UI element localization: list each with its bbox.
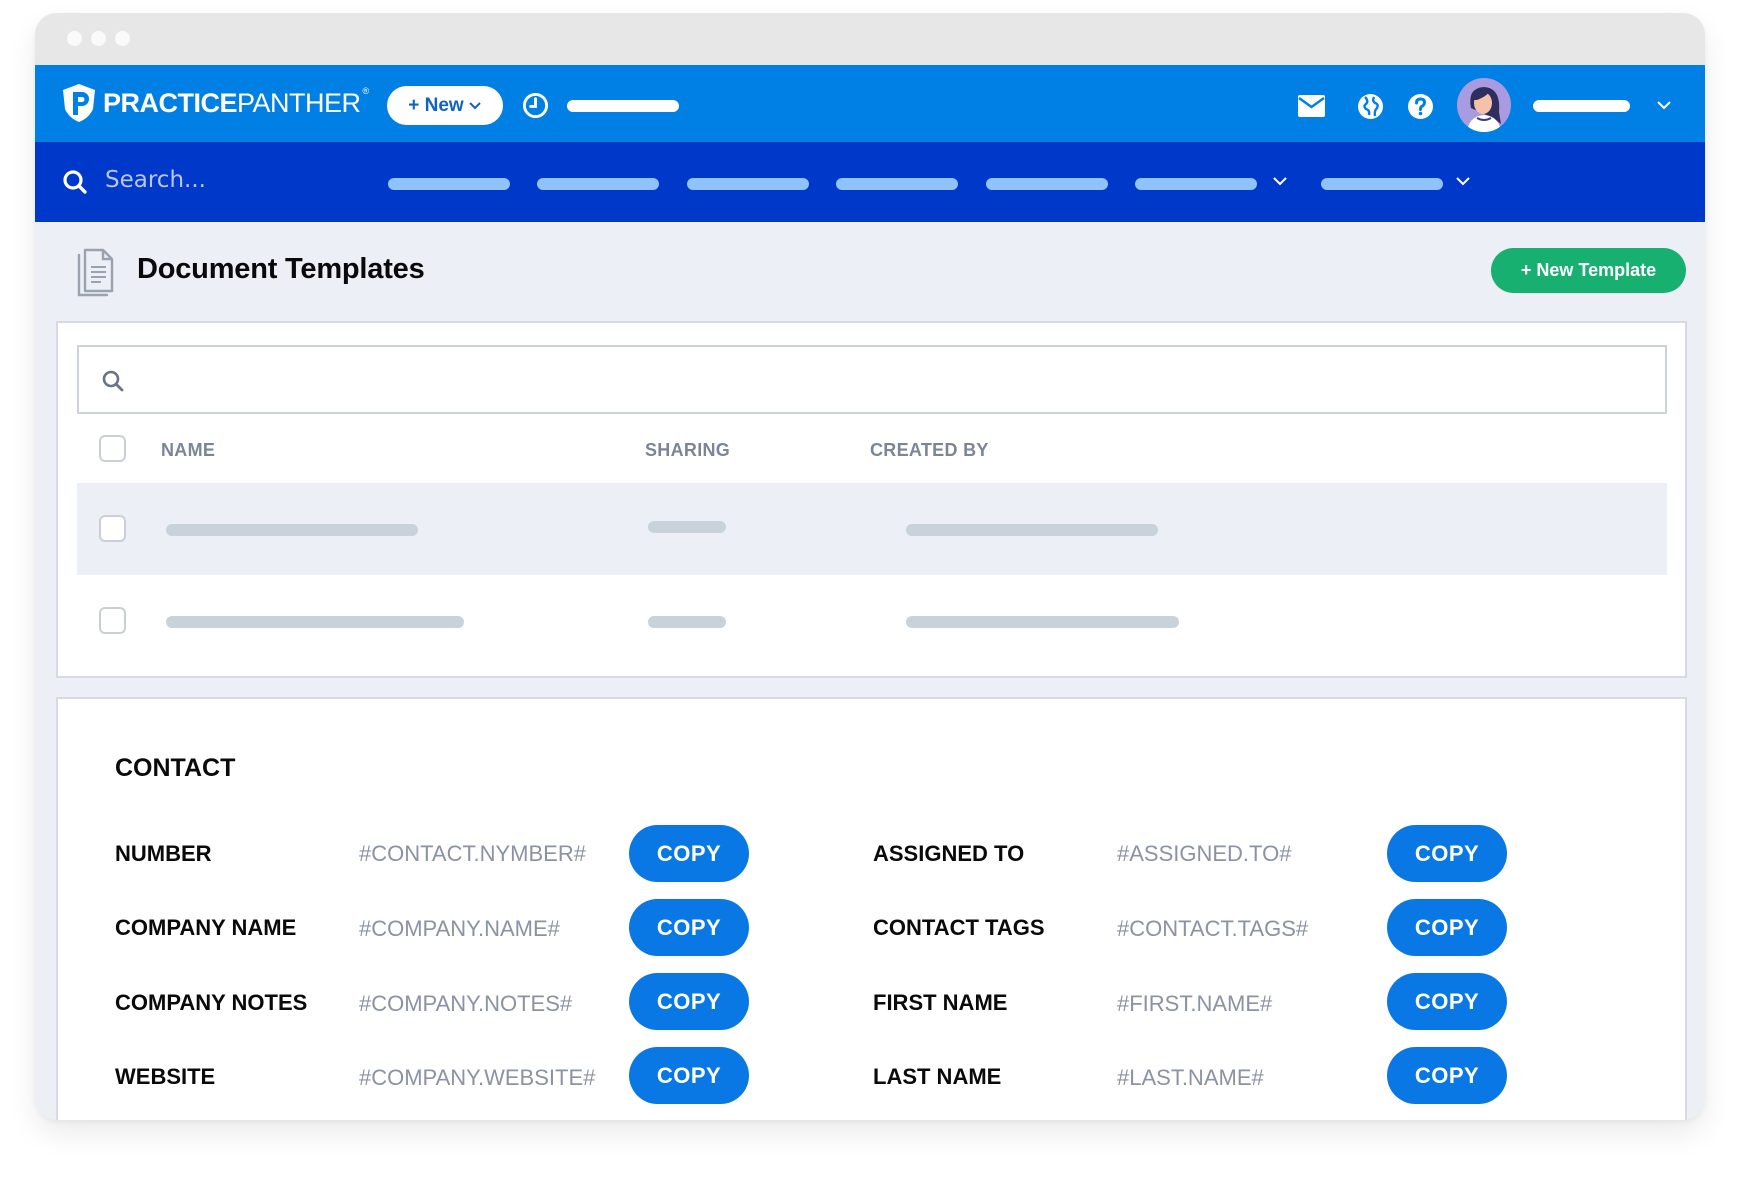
select-all-checkbox[interactable]: [99, 435, 126, 462]
field-tag: #COMPANY.WEBSITE#: [359, 1065, 596, 1090]
window-chrome: [35, 13, 1705, 65]
top-nav: PRACTICEPANTHER ® + New: [35, 65, 1705, 142]
search-icon: [102, 370, 124, 392]
main-nav: Search...: [35, 142, 1705, 222]
copy-button[interactable]: COPY: [1387, 1047, 1507, 1104]
avatar[interactable]: [1457, 78, 1511, 132]
nav-item[interactable]: [388, 178, 510, 190]
chevron-down-icon: [469, 101, 481, 109]
browser-window: PRACTICEPANTHER ® + New: [35, 13, 1705, 1120]
field-label: ASSIGNED TO: [873, 841, 1025, 866]
help-icon: [1407, 93, 1433, 119]
new-button[interactable]: + New: [387, 86, 503, 125]
copy-button[interactable]: COPY: [629, 899, 749, 956]
row-checkbox[interactable]: [99, 607, 126, 634]
window-dot: [67, 31, 82, 46]
nav-item[interactable]: [836, 178, 958, 190]
template-search-box[interactable]: [77, 345, 1667, 414]
globe-icon: [1357, 93, 1383, 119]
nav-item-dropdown[interactable]: [1135, 178, 1257, 190]
field-tag: #FIRST.NAME#: [1117, 991, 1273, 1016]
document-icon: [77, 248, 114, 297]
field-label: FIRST NAME: [873, 990, 1008, 1015]
templates-card: NAME SHARING CREATED BY: [56, 321, 1687, 678]
column-header-sharing[interactable]: SHARING: [645, 440, 731, 460]
clock-icon[interactable]: [522, 92, 549, 119]
user-name-placeholder: [1533, 100, 1630, 112]
copy-button[interactable]: COPY: [1387, 825, 1507, 882]
field-tag: #ASSIGNED.TO#: [1117, 841, 1292, 866]
field-tag: #COMPANY.NOTES#: [359, 991, 573, 1016]
globe-button[interactable]: [1356, 92, 1384, 120]
field-tag: #COMPANY.NAME#: [359, 916, 560, 941]
panther-shield-icon: [63, 84, 95, 122]
mail-icon: [1297, 95, 1325, 117]
row-checkbox[interactable]: [99, 515, 126, 542]
new-button-label: + New: [408, 94, 464, 116]
new-template-button[interactable]: + New Template: [1491, 248, 1686, 293]
window-dot: [91, 31, 106, 46]
field-label: CONTACT TAGS: [873, 915, 1045, 940]
nav-item[interactable]: [537, 178, 659, 190]
field-label: COMPANY NAME: [115, 915, 297, 940]
created-by-placeholder: [906, 524, 1158, 536]
name-placeholder: [166, 524, 418, 536]
column-header-created-by[interactable]: CREATED BY: [870, 440, 989, 460]
section-title: CONTACT: [115, 754, 236, 782]
copy-button[interactable]: COPY: [629, 1047, 749, 1104]
column-header-name[interactable]: NAME: [161, 440, 216, 460]
chevron-down-icon[interactable]: [1454, 172, 1472, 190]
copy-button[interactable]: COPY: [629, 825, 749, 882]
template-search-input[interactable]: [139, 347, 1639, 412]
mail-button[interactable]: [1297, 92, 1325, 120]
nav-item[interactable]: [986, 178, 1108, 190]
field-label: COMPANY NOTES: [115, 990, 308, 1015]
help-button[interactable]: [1406, 92, 1434, 120]
global-search-input[interactable]: Search...: [105, 167, 206, 193]
sharing-placeholder: [648, 521, 726, 533]
window-dot: [115, 31, 130, 46]
name-placeholder: [166, 616, 464, 628]
field-label: LAST NAME: [873, 1064, 1002, 1089]
nav-item-dropdown[interactable]: [1321, 178, 1443, 190]
created-by-placeholder: [906, 616, 1179, 628]
search-icon[interactable]: [62, 169, 88, 195]
field-tag: #LAST.NAME#: [1117, 1065, 1264, 1090]
table-row[interactable]: [77, 483, 1667, 575]
logo-wordmark: PRACTICEPANTHER: [103, 87, 361, 118]
table-row[interactable]: [77, 575, 1667, 667]
copy-button[interactable]: COPY: [629, 973, 749, 1030]
field-tag: #CONTACT.TAGS#: [1117, 916, 1309, 941]
field-label: NUMBER: [115, 841, 212, 866]
merge-fields-card: CONTACT NUMBER #CONTACT.NYMBER# COPY COM…: [56, 697, 1687, 1120]
user-avatar-illustration: [1467, 87, 1501, 132]
registered-mark: ®: [362, 86, 370, 96]
nav-item[interactable]: [687, 178, 809, 190]
field-tag: #CONTACT.NYMBER#: [359, 841, 586, 866]
copy-button[interactable]: COPY: [1387, 973, 1507, 1030]
chevron-down-icon[interactable]: [1271, 172, 1289, 190]
sharing-placeholder: [648, 616, 726, 628]
field-label: WEBSITE: [115, 1064, 216, 1089]
practicepanther-logo[interactable]: PRACTICEPANTHER ®: [61, 83, 369, 123]
copy-button[interactable]: COPY: [1387, 899, 1507, 956]
timer-placeholder: [567, 100, 679, 112]
chevron-down-icon[interactable]: [1656, 99, 1672, 111]
page-title: Document Templates: [137, 253, 425, 285]
